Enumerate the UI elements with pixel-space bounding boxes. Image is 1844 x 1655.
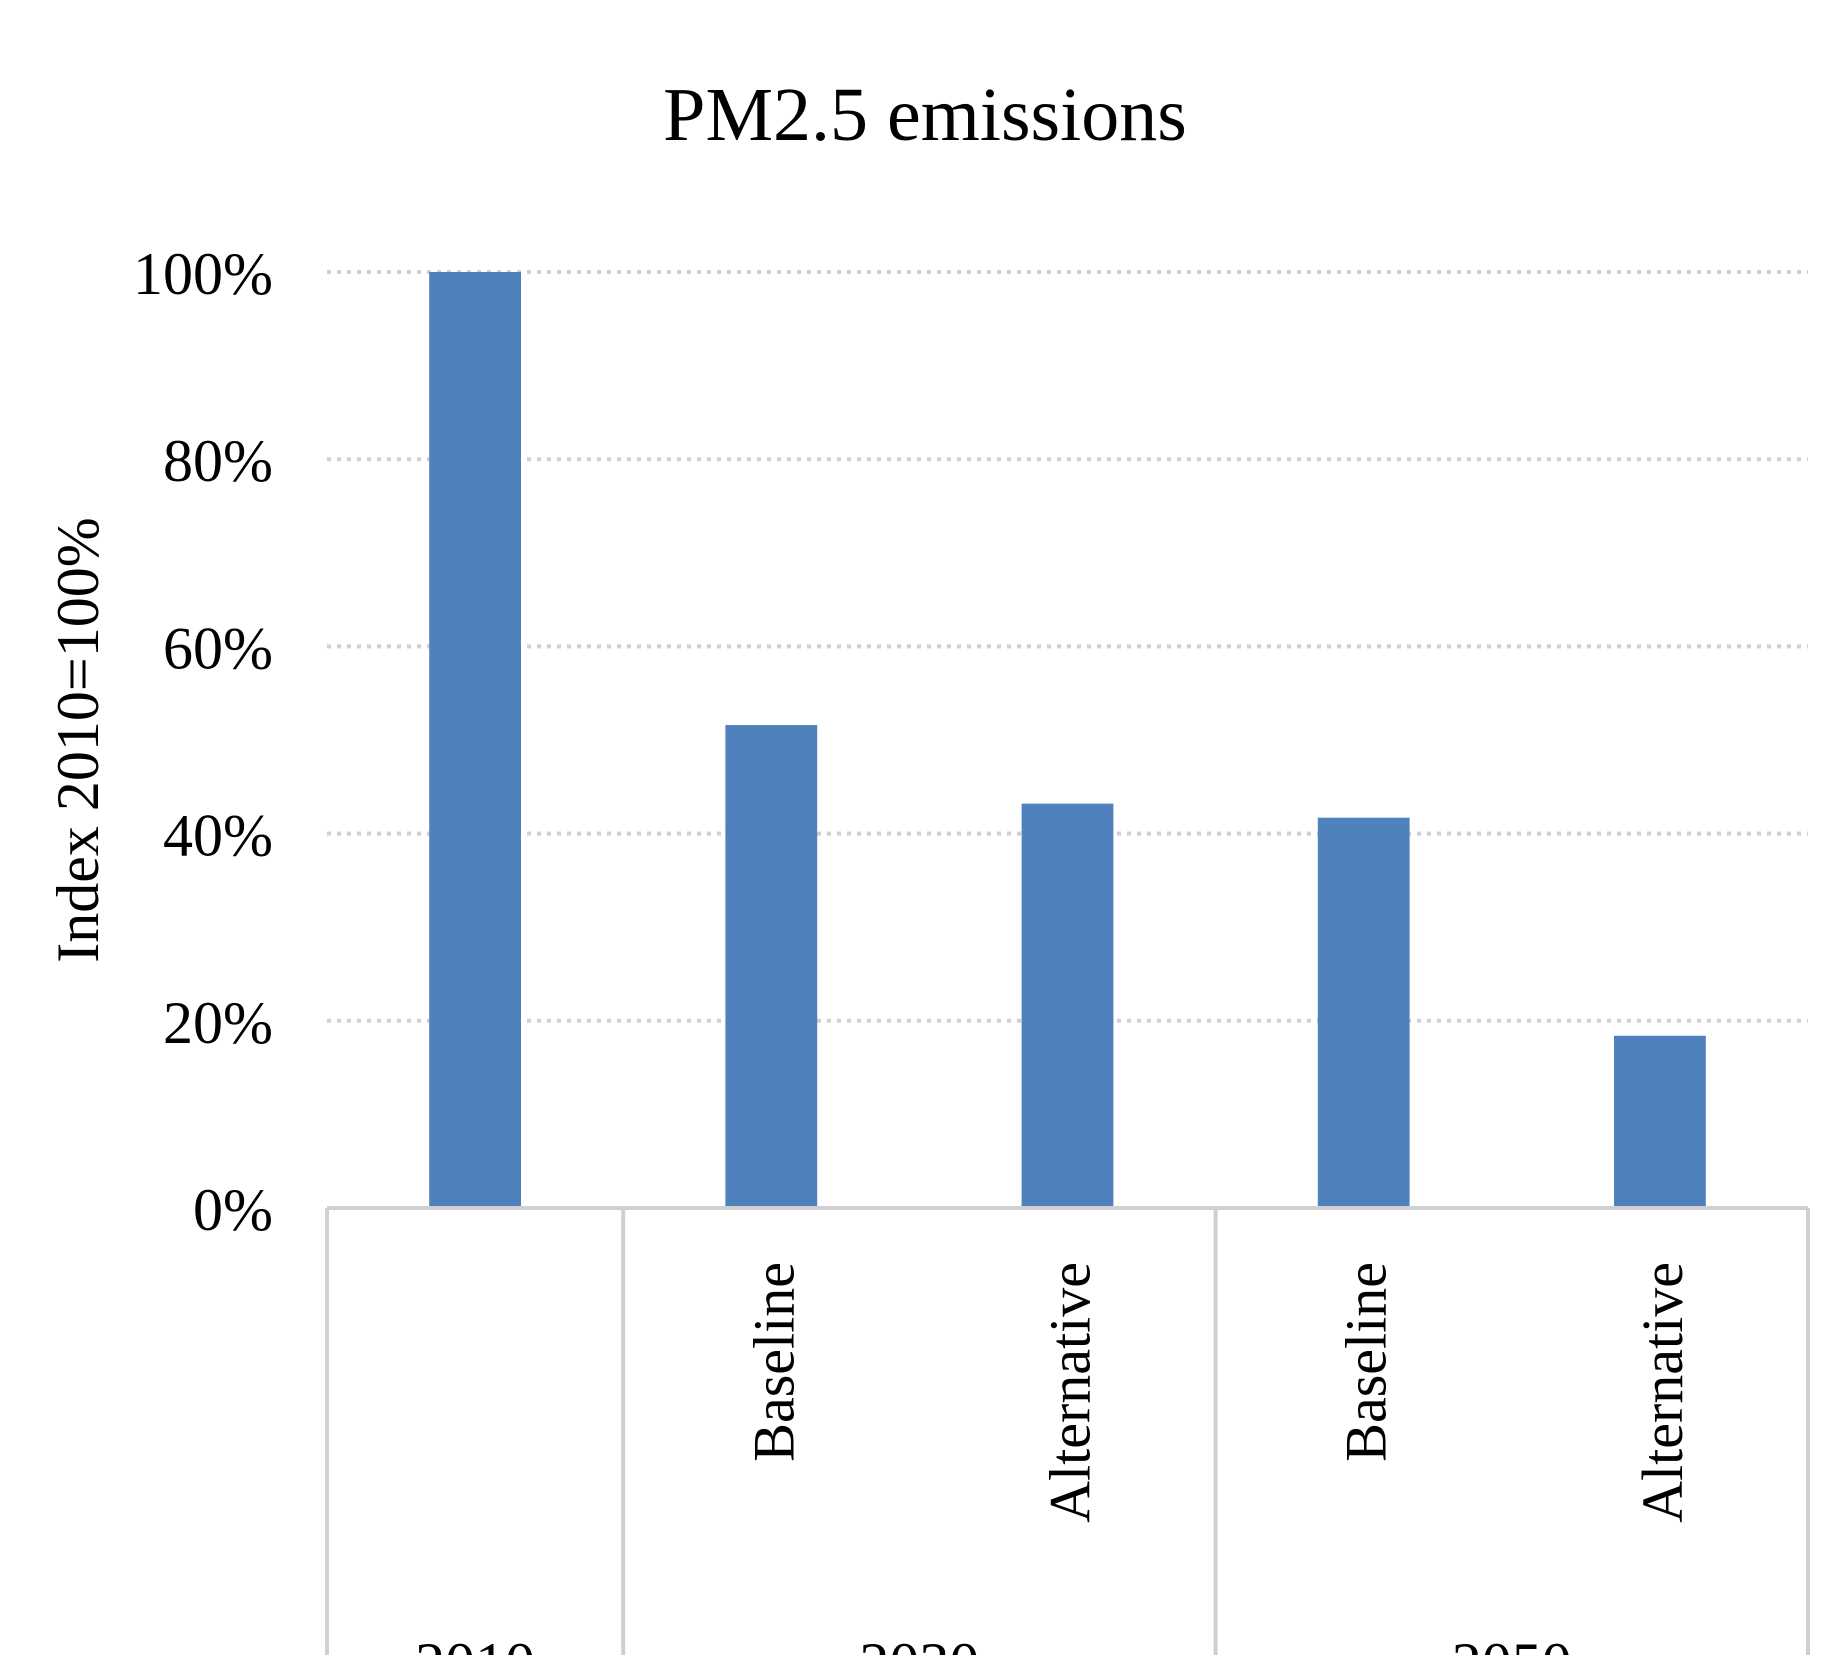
x-group-label: 2030 [859, 1631, 979, 1655]
x-subcategory-label: Baseline [741, 1262, 806, 1462]
y-axis-label: Index 2010=100% [45, 517, 111, 962]
bar [1317, 817, 1410, 1208]
chart-title: PM2.5 emissions [663, 73, 1187, 157]
x-group-label: 2050 [1452, 1631, 1572, 1655]
y-tick-label: 100% [133, 241, 273, 307]
bar [725, 725, 818, 1208]
bar [1613, 1035, 1706, 1208]
bar [1021, 803, 1114, 1208]
x-subcategory-label: Alternative [1038, 1262, 1103, 1523]
y-tick-label: 60% [163, 615, 273, 681]
x-group-label: 2010 [415, 1631, 535, 1655]
y-tick-label: 0% [193, 1177, 273, 1243]
x-subcategory-label: Alternative [1630, 1262, 1695, 1523]
y-tick-label: 40% [163, 803, 273, 869]
y-tick-label: 20% [163, 990, 273, 1056]
y-tick-label: 80% [163, 428, 273, 494]
bar [429, 272, 522, 1208]
x-subcategory-label: Baseline [1334, 1262, 1399, 1462]
